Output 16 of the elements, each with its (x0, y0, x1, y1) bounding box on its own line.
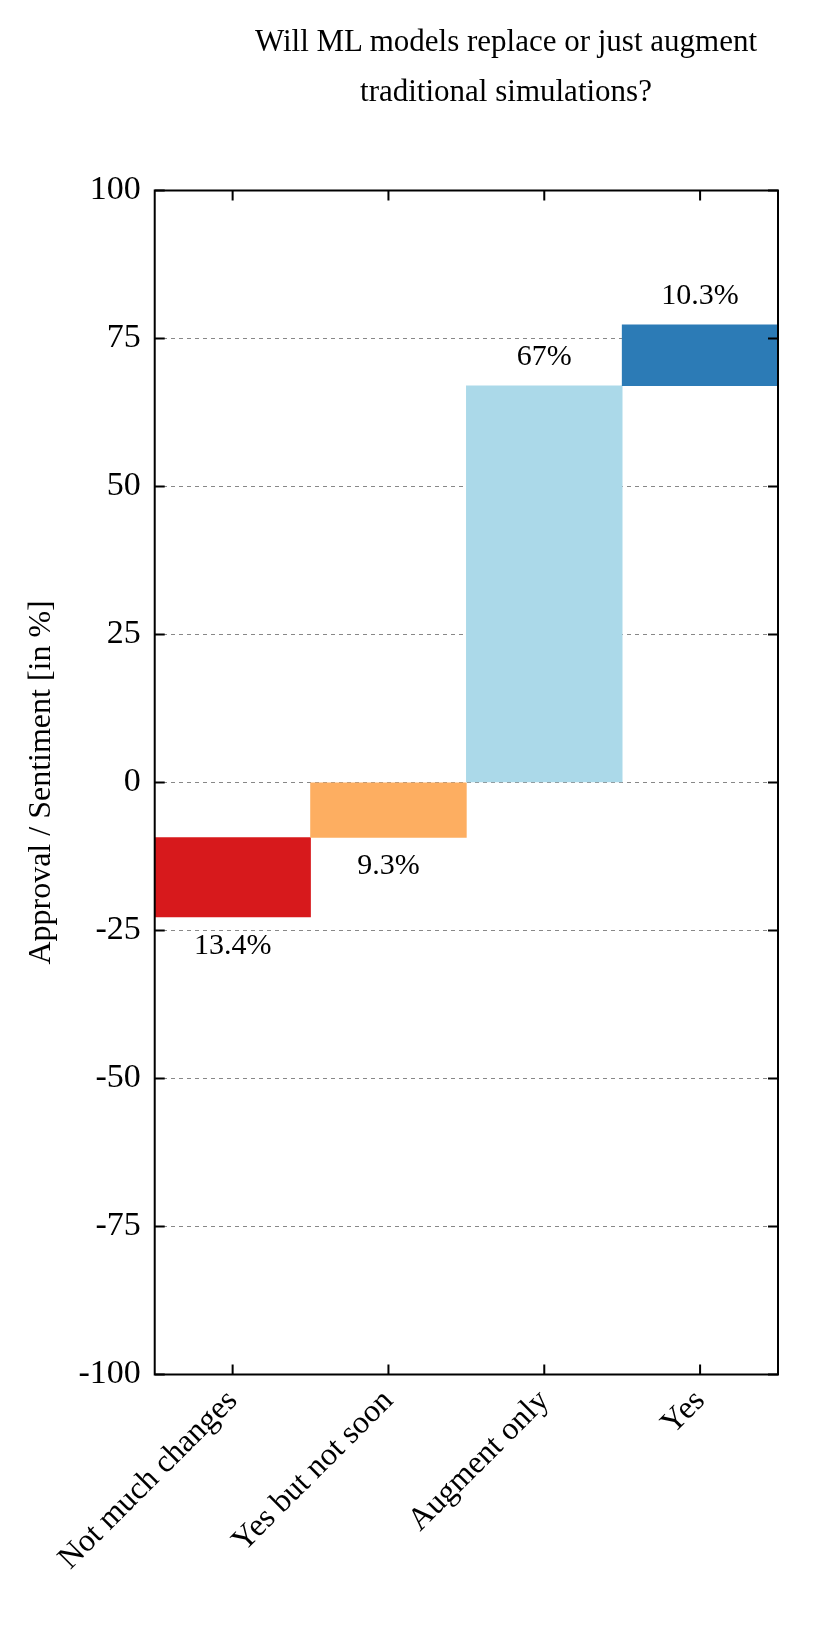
data-label: 67% (516, 337, 572, 371)
y-tick-label: 100 (89, 169, 141, 207)
y-tick-label: -25 (95, 909, 141, 947)
chart-title: Will ML models replace or just augment traditional simulations? (253, 22, 759, 110)
y-tick-label: 0 (123, 761, 141, 799)
y-axis-title: Approval / Sentiment [in %] (20, 600, 57, 965)
y-tick-label: 75 (106, 317, 141, 355)
data-label: 13.4% (193, 926, 272, 960)
data-label: 9.3% (357, 847, 420, 881)
x-tick-label: Yes (652, 1381, 711, 1440)
y-tick-label: 25 (106, 613, 141, 651)
y-tick-label: -75 (95, 1205, 141, 1243)
y-tick-label: -50 (95, 1057, 141, 1095)
y-tick-label: 50 (106, 465, 141, 503)
y-tick-label: -100 (78, 1353, 141, 1391)
data-label: 10.3% (661, 276, 739, 310)
